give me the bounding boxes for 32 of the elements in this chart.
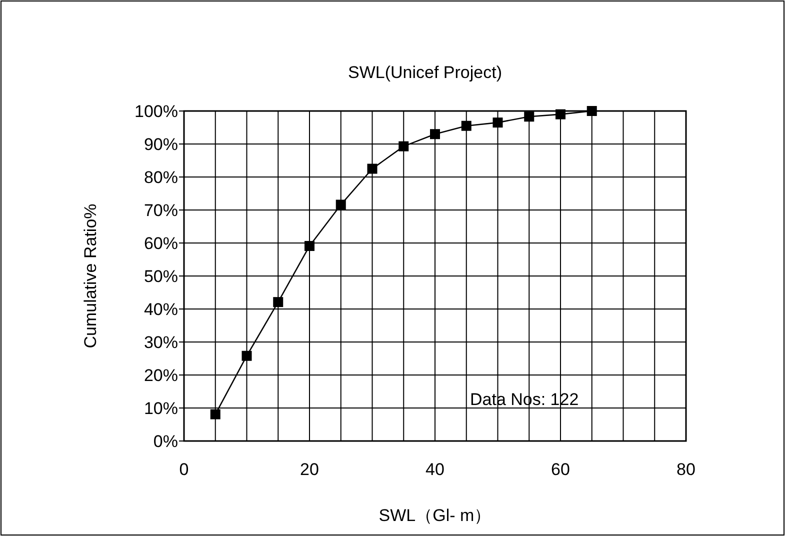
y-tick-label: 70% (144, 201, 178, 220)
y-tick-label: 90% (144, 135, 178, 154)
y-tick-label: 50% (144, 267, 178, 286)
point (304, 240, 314, 251)
y-tick-label: 20% (144, 366, 178, 385)
y-tick-label: 100% (134, 102, 178, 121)
y-tick-label: 60% (144, 234, 178, 253)
point (210, 409, 220, 420)
point (586, 106, 597, 116)
y-tick-label: 40% (144, 300, 178, 319)
y-tick-label: 0% (153, 432, 178, 451)
y-tick-label: 10% (144, 399, 178, 418)
y-tick-label: 80% (144, 168, 178, 187)
point (461, 120, 472, 131)
point (336, 200, 346, 210)
point (430, 129, 440, 140)
x-tick-label: 60 (551, 460, 570, 479)
point (367, 164, 378, 174)
point (398, 141, 409, 152)
x-tick-label: 40 (426, 460, 444, 479)
x-tick-label: 20 (300, 460, 319, 479)
y-tick-label: 30% (144, 333, 178, 352)
y-axis-title: Cumulative Ratio% (81, 204, 100, 348)
point (556, 109, 566, 120)
x-tick-label: 80 (676, 460, 696, 479)
point (242, 350, 252, 361)
chart-title: SWL(Unicef Project) (348, 63, 502, 82)
point (273, 297, 284, 308)
point (492, 118, 503, 128)
x-axis-title: SWL（Gl- m） (378, 506, 492, 525)
x-tick-label: 0 (179, 460, 189, 479)
point (524, 112, 534, 122)
